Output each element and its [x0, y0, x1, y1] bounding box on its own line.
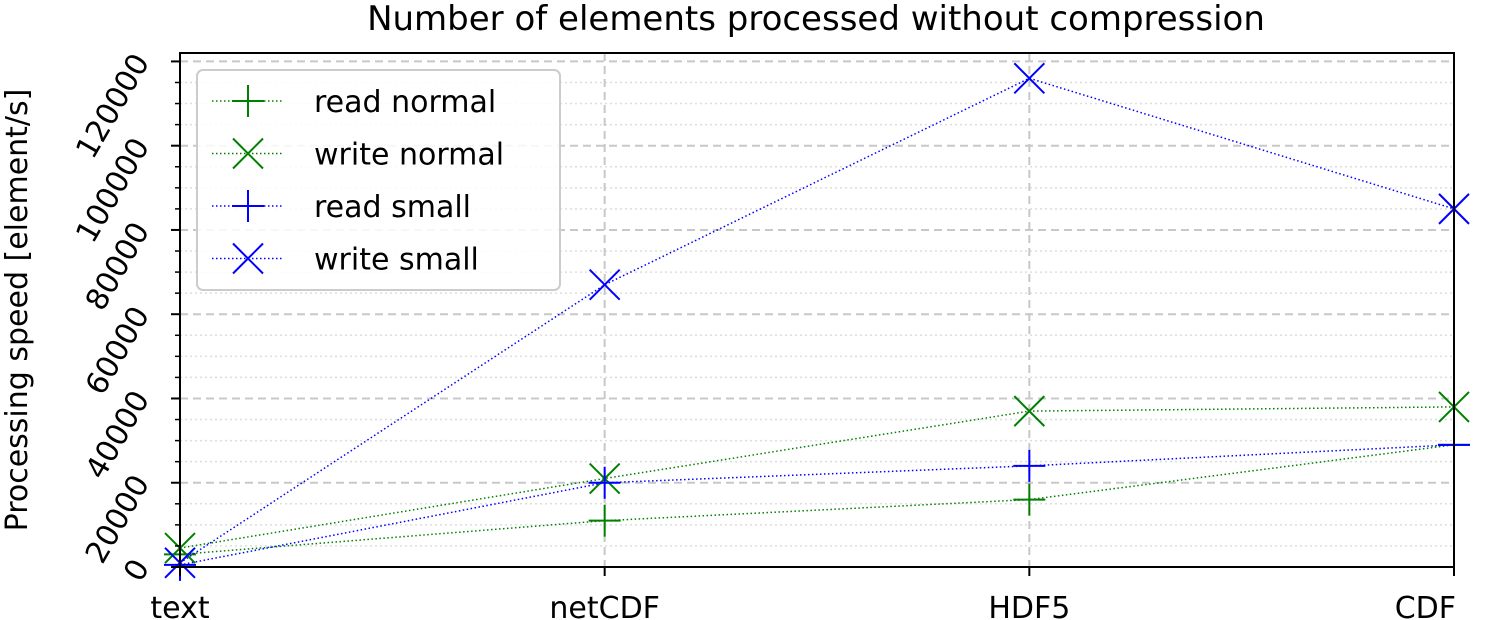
legend-item: read small — [212, 190, 471, 225]
marker-stroke — [588, 269, 621, 301]
legend-marker — [232, 85, 264, 117]
series-read-normal — [164, 428, 1470, 571]
x-tick-label: netCDF — [549, 591, 660, 620]
series-write-normal — [164, 391, 1470, 564]
marker-stroke — [232, 137, 264, 170]
chart-title: Number of elements processed without com… — [367, 0, 1265, 39]
data-point — [588, 466, 621, 499]
series-write-small — [164, 62, 1470, 579]
series-line — [179, 406, 1455, 549]
legend-item: read normal — [212, 85, 496, 120]
legend-label: read normal — [314, 85, 496, 120]
legend-marker — [232, 242, 264, 275]
marker-stroke — [1013, 395, 1046, 427]
series-line — [179, 444, 1455, 566]
series-layer — [164, 62, 1470, 581]
legend-label: write small — [314, 243, 479, 278]
x-tick-label: HDF5 — [988, 591, 1070, 620]
grid — [180, 53, 1454, 567]
legend-marker — [232, 190, 264, 222]
legend-item: write normal — [212, 138, 504, 173]
legend-item: write small — [212, 243, 479, 278]
marker-stroke — [1013, 62, 1046, 94]
legend-box — [196, 69, 561, 291]
legend: read normal write normal read small write s… — [196, 69, 561, 291]
y-tick-label: 0 — [117, 554, 157, 588]
data-point — [1013, 62, 1046, 94]
x-tick-label: text — [150, 591, 209, 620]
data-point — [1013, 483, 1046, 516]
legend-label: write normal — [314, 138, 504, 173]
data-point — [1013, 395, 1046, 427]
series-line — [179, 444, 1455, 556]
legend-label: read small — [314, 190, 471, 225]
y-axis-label: Processing speed [element/s] — [0, 89, 35, 532]
marker-stroke — [232, 242, 264, 275]
data-point — [588, 504, 621, 537]
legend-marker — [232, 137, 264, 170]
data-point — [588, 269, 621, 301]
y-tick-label: 20000 — [79, 469, 157, 569]
data-point — [1013, 449, 1046, 482]
plot-frame — [179, 52, 1455, 568]
y-tick-label: 60000 — [79, 301, 157, 401]
x-tick-label: CDF — [1395, 591, 1456, 620]
y-tick-label: 40000 — [79, 385, 157, 485]
series-read-small — [164, 428, 1470, 581]
